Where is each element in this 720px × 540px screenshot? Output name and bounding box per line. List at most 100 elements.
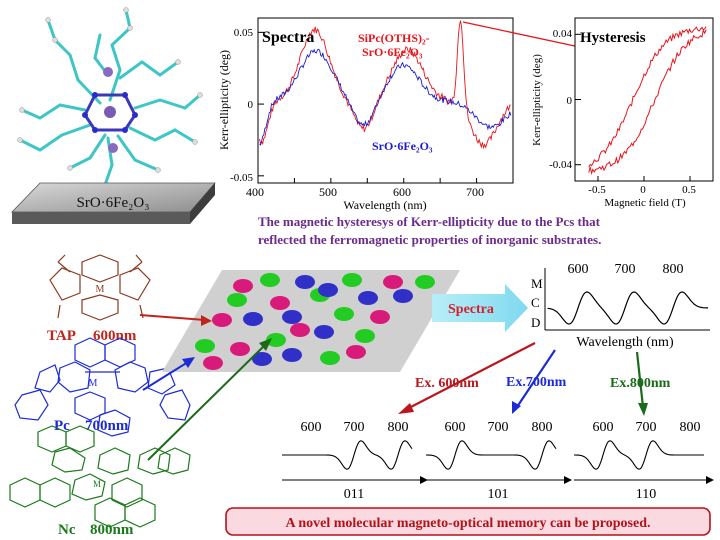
hysteresis-branch-lower [588, 28, 707, 176]
spectra-chart: Spectra SiPc(OTHS)₂- SrO·6Fe₂O₃ SrO·6Fe₂… [217, 17, 514, 212]
readout-101-axis-arrowhead [564, 476, 572, 484]
pc-wavelength: 700nm [85, 418, 129, 434]
conclusion-text: A novel molecular magneto-optical memory… [285, 516, 650, 531]
hyst-xtick-neg0.5: -0.5 [588, 184, 606, 196]
spectra-xtick-600: 600 [393, 185, 411, 199]
spectra-block-arrow[interactable]: Spectra [432, 284, 528, 332]
pc-name: Pc [54, 418, 70, 434]
readout-011-label-800: 800 [388, 420, 409, 435]
readout-110-label-700: 700 [636, 420, 657, 435]
spectra-ylabel: Kerr-ellipticity (deg) [217, 50, 231, 150]
spectra-title: Spectra [262, 29, 314, 46]
spectra-ytick-0: 0 [248, 99, 254, 111]
readout-110-curve [574, 440, 704, 470]
mcd-axis-m: M [531, 276, 543, 291]
readout-110-label-600: 600 [593, 420, 614, 435]
readout-101-code: 101 [488, 487, 509, 502]
dot-3 [342, 273, 362, 287]
dot-17 [195, 339, 215, 353]
dot-13 [243, 312, 263, 326]
readout-011-axis-arrowhead [420, 476, 428, 484]
spectra-xtick-500: 500 [319, 185, 337, 199]
spectra-series-red [259, 20, 511, 150]
dot-20 [290, 323, 310, 337]
dot-25 [282, 348, 302, 362]
dot-24 [252, 352, 272, 366]
tap-wavelength: 600nm [93, 328, 137, 344]
dot-19 [266, 333, 286, 347]
mcd-axis-c: C [531, 295, 540, 310]
mcd-curve [547, 291, 708, 325]
hyst-ytick-0: 0 [567, 95, 573, 107]
spectra-red-label-1: SiPc(OTHS)₂- [358, 31, 430, 45]
dot-5 [415, 275, 435, 289]
hysteresis-title: Hysteresis [580, 30, 646, 46]
dot-6 [227, 293, 247, 307]
conclusion-box [225, 507, 711, 536]
molecule-dot-panel [162, 270, 460, 372]
spectra-xtick-700: 700 [466, 185, 484, 199]
dot-22 [355, 329, 375, 343]
conclusion-banner: A novel molecular magneto-optical memory… [225, 507, 711, 536]
hyst-ytick-neg0.04: -0.04 [549, 159, 572, 171]
dot-9 [318, 283, 338, 297]
spectra-series-blue [259, 48, 512, 146]
hysteresis-ylabel: Kerr-ellipticity (deg) [531, 54, 543, 146]
mcd-xlabel: Wavelength (nm) [576, 335, 674, 350]
dot-12 [212, 313, 232, 327]
pc-structure: M [14, 337, 191, 437]
spectra-blue-label: SrO·6Fe₂O₃ [372, 139, 433, 153]
dot-23 [203, 356, 223, 370]
spectra-xlabel: Wavelength (nm) [343, 198, 426, 212]
readout-110-code: 110 [636, 487, 656, 502]
dot-18 [230, 342, 250, 356]
spectra-plot-frame [257, 17, 514, 184]
dot-26 [320, 351, 340, 365]
dot-11 [393, 289, 413, 303]
dot-21 [314, 325, 334, 339]
dot-field [195, 273, 435, 370]
dot-4 [383, 275, 403, 289]
nc-wavelength: 800nm [90, 522, 134, 538]
tap-to-panel-arrow [139, 314, 212, 326]
hyst-ytick-0.04: 0.04 [553, 28, 573, 40]
spectra-arrow-label: Spectra [448, 302, 494, 317]
nc-center-label: M [93, 479, 101, 489]
hysteresis-branch-upper [588, 26, 707, 168]
nc-structure: M [9, 425, 191, 528]
dot-2 [295, 275, 315, 289]
hysteresis-plot-frame [574, 17, 714, 182]
readout-011-label-700: 700 [344, 420, 365, 435]
mcd-peak-600: 600 [568, 262, 589, 277]
pc-to-panel-arrow [142, 357, 195, 391]
nc-name: Nc [58, 522, 76, 538]
readout-101-label-600: 600 [445, 420, 466, 435]
hysteresis-chart: Hysteresis 0.04 0 -0.04 -0.5 0 0.5 Magne… [531, 17, 714, 209]
readout-110-label-800: 800 [680, 420, 701, 435]
hysteresis-xlabel: Magnetic field (T) [604, 197, 686, 209]
readout-101-curve [426, 440, 557, 470]
readout-101-label-800: 800 [532, 420, 553, 435]
tap-structure: M [49, 254, 151, 321]
dot-14 [282, 310, 302, 324]
nc-to-panel-arrow [147, 338, 272, 461]
mcd-peak-800: 800 [663, 262, 684, 277]
hysteresis-ticks [575, 33, 691, 181]
spectra-ytick-0.05: 0.05 [234, 27, 254, 39]
substrate-slab: SrO·6Fe₂O₃ [11, 182, 216, 224]
substrate-label: SrO·6Fe₂O₃ [77, 195, 150, 211]
spectra-red-label-2: SrO·6Fe₂O₃ [362, 45, 423, 59]
ex700-label: Ex.700nm [506, 375, 567, 390]
readout-011: 600 700 800 011 [282, 420, 428, 502]
molecule-on-substrate: SrO·6Fe₂O₃ [11, 7, 216, 224]
ex700-arrow [512, 349, 556, 414]
ex600-arrow [398, 342, 536, 414]
tap-name: TAP [47, 328, 76, 344]
spectra-ytick-neg0.05: -0.05 [230, 172, 253, 184]
ex600-label: Ex. 600nm [415, 376, 479, 391]
readout-101: 600 700 800 101 [426, 420, 572, 502]
dot-10 [358, 291, 378, 305]
mcd-axis-d: D [531, 315, 540, 330]
dot-27 [346, 345, 366, 359]
caption-line-1: The magnetic hysteresys of Kerr-elliptic… [258, 214, 601, 229]
